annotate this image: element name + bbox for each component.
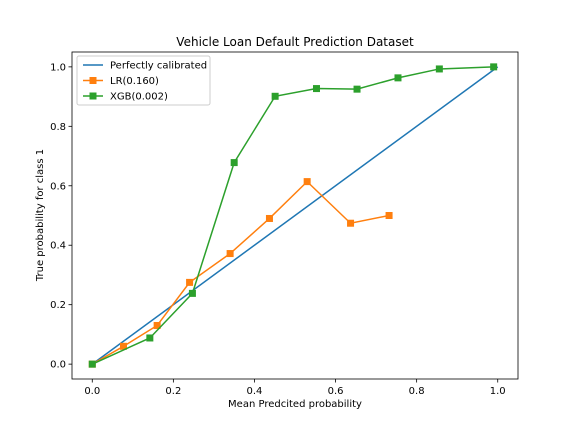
legend-marker-lr-0-160 (89, 77, 97, 84)
data-point-xgb-0-002 (88, 360, 96, 368)
x-axis-ticks: 0.0 0.2 0.4 0.6 0.8 1.0 (84, 379, 506, 397)
data-point-xgb-0-002 (353, 85, 361, 93)
legend-label-lr-0-160: LR(0.160) (110, 76, 159, 87)
x-tick-label: 0.2 (165, 386, 181, 397)
data-point-lr-0-160 (303, 178, 311, 186)
data-point-xgb-0-002 (490, 63, 498, 71)
y-tick-label: 0.0 (50, 360, 66, 371)
series-layer (88, 63, 499, 368)
x-tick-label: 1.0 (490, 386, 506, 397)
data-point-lr-0-160 (385, 212, 393, 219)
chart-title: Vehicle Loan Default Prediction Dataset (176, 35, 414, 49)
data-point-xgb-0-002 (394, 74, 402, 82)
y-axis-label: True probability for class 1 (35, 149, 46, 282)
data-point-xgb-0-002 (312, 85, 320, 93)
data-point-xgb-0-002 (230, 159, 238, 167)
legend-box (76, 55, 211, 106)
y-tick-label: 0.8 (50, 122, 66, 133)
legend-label-perfectly-calibrated: Perfectly calibrated (110, 61, 207, 72)
y-tick-label: 0.2 (50, 300, 66, 311)
data-point-lr-0-160 (347, 219, 355, 227)
x-tick-label: 0.4 (247, 386, 263, 397)
legend: Perfectly calibrated LR(0.160) XGB(0.002) (76, 55, 211, 106)
data-point-lr-0-160 (265, 214, 273, 222)
x-tick-label: 0.6 (328, 386, 344, 397)
x-axis-label: Mean Predcited probability (228, 399, 362, 410)
y-tick-label: 0.6 (50, 181, 66, 192)
y-tick-label: 1.0 (50, 62, 66, 73)
data-point-xgb-0-002 (435, 65, 443, 73)
y-axis-ticks: 0.0 0.2 0.4 0.6 0.8 1.0 (50, 62, 72, 371)
data-point-lr-0-160 (186, 278, 194, 286)
data-point-lr-0-160 (153, 321, 161, 329)
x-tick-label: 0.0 (84, 386, 100, 397)
y-tick-label: 0.4 (50, 241, 66, 252)
series-line-xgb-0-002 (91, 66, 494, 365)
data-point-lr-0-160 (119, 342, 127, 350)
series-line-perfectly-calibrated (91, 66, 499, 365)
data-point-xgb-0-002 (271, 92, 279, 100)
data-point-xgb-0-002 (146, 334, 154, 342)
x-tick-label: 0.8 (409, 386, 425, 397)
data-point-lr-0-160 (226, 250, 234, 258)
legend-label-xgb-0-002: XGB(0.002) (110, 92, 168, 103)
data-point-xgb-0-002 (188, 289, 196, 297)
legend-marker-xgb-0-002 (89, 92, 97, 100)
